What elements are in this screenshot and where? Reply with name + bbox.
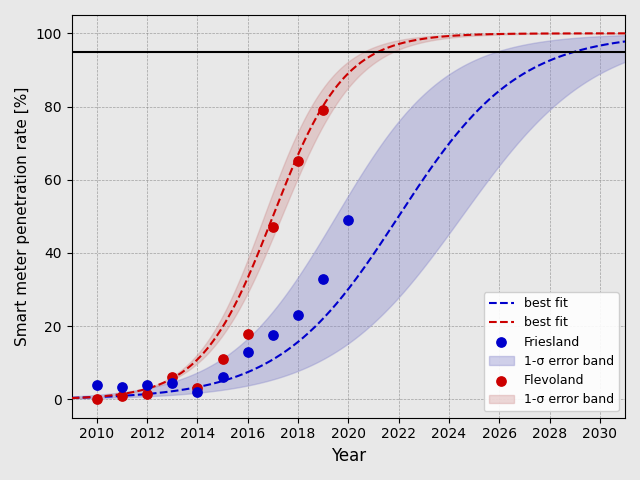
best fit	[522, 70, 529, 76]
Friesland	[167, 379, 177, 387]
Flevoland	[318, 107, 328, 114]
Flevoland	[192, 384, 202, 392]
Friesland	[218, 373, 228, 381]
Flevoland	[243, 330, 253, 337]
Line: best fit: best fit	[72, 33, 625, 398]
Line: best fit: best fit	[72, 41, 625, 398]
Friesland	[318, 275, 328, 282]
Flevoland	[92, 395, 102, 403]
best fit	[621, 30, 629, 36]
Flevoland	[268, 224, 278, 231]
best fit	[621, 38, 629, 44]
Flevoland	[142, 390, 152, 398]
best fit	[331, 303, 339, 309]
best fit	[608, 41, 616, 47]
best fit	[334, 82, 342, 88]
Friesland	[293, 312, 303, 319]
Flevoland	[218, 355, 228, 363]
best fit	[522, 31, 529, 36]
Friesland	[117, 383, 127, 390]
best fit	[367, 255, 375, 261]
Friesland	[343, 216, 353, 224]
best fit	[397, 210, 405, 216]
best fit	[608, 30, 616, 36]
best fit	[397, 40, 405, 46]
Friesland	[268, 332, 278, 339]
Friesland	[92, 381, 102, 389]
Legend: best fit, best fit, Friesland, 1-σ error band, Flevoland, 1-σ error band: best fit, best fit, Friesland, 1-σ error…	[484, 292, 619, 411]
best fit	[68, 395, 76, 401]
Flevoland	[167, 373, 177, 381]
Friesland	[192, 388, 202, 396]
best fit	[334, 299, 342, 305]
best fit	[68, 395, 76, 401]
Friesland	[243, 348, 253, 356]
Flevoland	[293, 157, 303, 165]
Flevoland	[117, 393, 127, 400]
Friesland	[142, 381, 152, 389]
best fit	[331, 86, 339, 92]
best fit	[367, 53, 375, 59]
Y-axis label: Smart meter penetration rate [%]: Smart meter penetration rate [%]	[15, 87, 30, 346]
X-axis label: Year: Year	[331, 447, 366, 465]
